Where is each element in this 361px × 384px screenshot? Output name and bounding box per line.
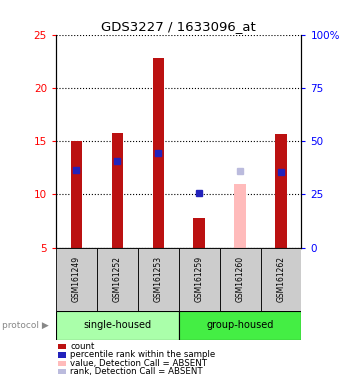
Bar	[275, 134, 287, 248]
Bar	[71, 141, 82, 248]
Bar	[193, 218, 205, 248]
Bar	[179, 248, 219, 311]
Text: value, Detection Call = ABSENT: value, Detection Call = ABSENT	[70, 359, 207, 368]
Bar	[138, 248, 179, 311]
Bar	[179, 311, 301, 340]
Text: group-housed: group-housed	[206, 320, 274, 331]
Text: single-housed: single-housed	[83, 320, 151, 331]
Bar	[112, 132, 123, 248]
Text: GSM161260: GSM161260	[236, 256, 244, 303]
Text: GSM161262: GSM161262	[277, 257, 286, 302]
Text: count: count	[70, 342, 95, 351]
Text: GSM161252: GSM161252	[113, 257, 122, 302]
Text: rank, Detection Call = ABSENT: rank, Detection Call = ABSENT	[70, 367, 203, 376]
Bar	[56, 311, 179, 340]
Bar	[261, 248, 301, 311]
Text: percentile rank within the sample: percentile rank within the sample	[70, 350, 215, 359]
Text: GSM161259: GSM161259	[195, 256, 204, 303]
Bar	[152, 58, 164, 248]
Bar	[219, 248, 261, 311]
Bar	[97, 248, 138, 311]
Text: protocol ▶: protocol ▶	[2, 321, 49, 330]
Bar	[234, 184, 246, 248]
Title: GDS3227 / 1633096_at: GDS3227 / 1633096_at	[101, 20, 256, 33]
Text: GSM161253: GSM161253	[154, 256, 163, 303]
Bar	[56, 248, 97, 311]
Text: GSM161249: GSM161249	[72, 256, 81, 303]
